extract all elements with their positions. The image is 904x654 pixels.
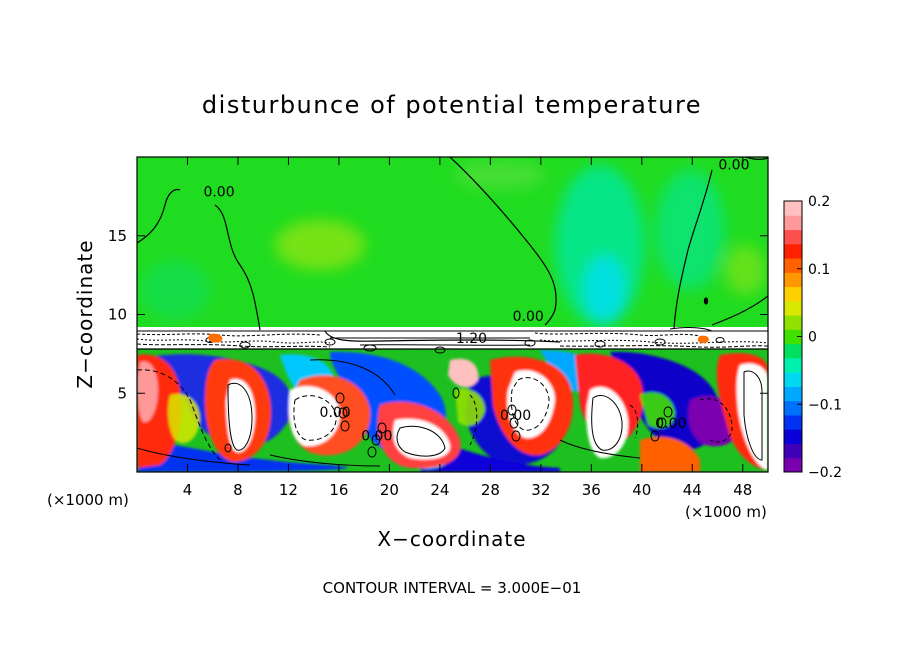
contour-label: 0.00 (320, 405, 351, 421)
colorbar-swatch (784, 343, 802, 359)
colorbar-swatch (784, 258, 802, 273)
x-tick-label: 40 (632, 481, 651, 499)
y-tick-label: 10 (108, 306, 127, 324)
contour-label: 0.00 (655, 416, 686, 432)
y-axis: 5 10 15 (108, 227, 768, 402)
upper-field-shading (140, 161, 765, 325)
y-tick-label: 5 (117, 384, 127, 402)
y-axis-label: Z−coordinate (73, 239, 97, 388)
x-axis: 4 8 12 16 20 24 28 32 36 40 44 48 (183, 157, 752, 499)
colorbar-tick-label: 0.1 (808, 262, 830, 278)
x-tick-label: 32 (531, 481, 550, 499)
colorbar-tick-label: −0.1 (808, 397, 842, 413)
colorbar-swatch (784, 243, 802, 259)
eddy-structures (137, 350, 768, 472)
x-axis-label: X−coordinate (377, 527, 526, 551)
x-tick-label: 36 (582, 481, 601, 499)
colorbar-tick-label: −0.2 (808, 465, 842, 481)
colorbar-swatch (784, 229, 802, 245)
colorbar-swatch (784, 400, 802, 416)
contour-label: 0.00 (203, 184, 234, 200)
colorbar-swatch (784, 414, 802, 430)
contour-label: 0.00 (361, 429, 392, 445)
transition-contours (137, 327, 768, 350)
colorbar-swatch (784, 329, 802, 345)
colorbar-swatch (784, 457, 802, 473)
colorbar-swatch (784, 315, 802, 330)
contour-label: 0.00 (513, 309, 544, 325)
heatmap-field: 0.00 0.00 0.00 1.20 0.00 0.00 0.00 0.00 (137, 157, 768, 472)
x-tick-label: 48 (733, 481, 752, 499)
colorbar-swatch (784, 286, 802, 302)
colorbar-swatch (784, 429, 802, 444)
colorbar-swatch (784, 300, 802, 316)
x-tick-label: 44 (683, 481, 702, 499)
colorbar: 0.2 0.1 0 −0.1 −0.2 (783, 194, 842, 481)
colorbar-swatch (784, 272, 802, 288)
y-tick-label: 15 (108, 227, 127, 245)
x-tick-label: 24 (430, 481, 449, 499)
colorbar-swatch (784, 372, 802, 387)
colorbar-swatch (784, 215, 802, 231)
contour-interval-note: CONTOUR INTERVAL = 3.000E−01 (323, 579, 582, 597)
colorbar-swatch (784, 443, 802, 459)
x-axis-unit-right: (×1000 m) (685, 503, 767, 521)
lower-contours (137, 359, 763, 467)
transition-small-loops (205, 337, 725, 354)
colorbar-tick-label: 0.2 (808, 194, 830, 210)
x-tick-label: 20 (380, 481, 399, 499)
x-tick-label: 8 (233, 481, 243, 499)
colorbar-swatch (784, 357, 802, 373)
x-tick-label: 16 (329, 481, 348, 499)
contour-label: 0.00 (718, 158, 749, 174)
chart-title: disturbunce of potential temperature (202, 91, 702, 119)
colorbar-swatch (784, 386, 802, 402)
contour-label: 0.00 (500, 408, 531, 424)
x-tick-label: 12 (279, 481, 298, 499)
x-tick-label: 4 (183, 481, 193, 499)
contour-labels: 0.00 0.00 0.00 1.20 0.00 0.00 0.00 0.00 (203, 158, 749, 445)
contour-label: 1.20 (456, 331, 487, 347)
upper-contours (137, 157, 768, 331)
x-axis-unit-left: (×1000 m) (47, 491, 129, 509)
x-tick-label: 28 (481, 481, 500, 499)
colorbar-tick-label: 0 (808, 330, 817, 346)
colorbar-swatch (784, 201, 802, 216)
